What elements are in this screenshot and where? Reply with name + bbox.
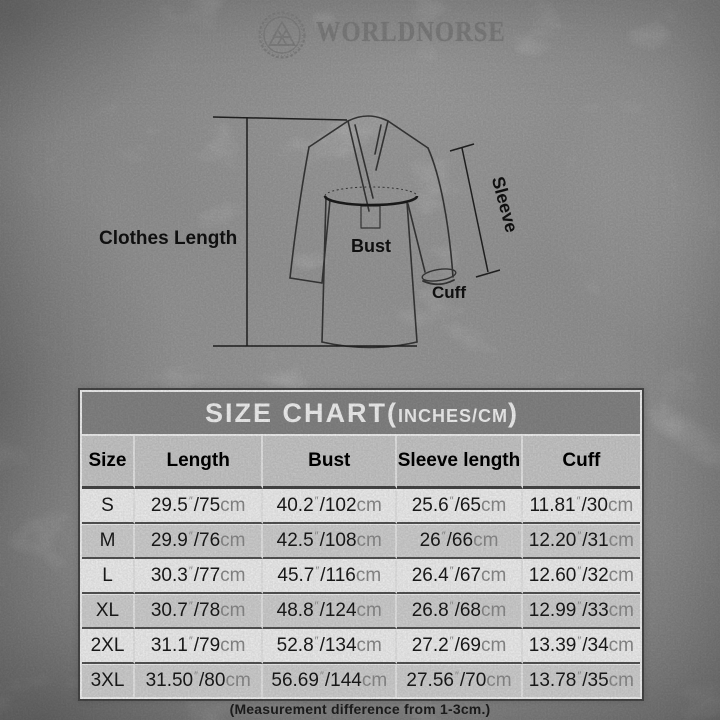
- measurement-cell: 26″/66cm: [397, 524, 523, 559]
- measurement-cell: 12.60″/32cm: [522, 559, 640, 594]
- measurement-cell: 30.7″/78cm: [135, 594, 264, 629]
- size-chart-title: SIZE CHART(INCHES/CM): [82, 392, 640, 434]
- column-header-length: Length: [135, 436, 264, 489]
- size-chart-title-main: SIZE CHART(: [204, 398, 398, 428]
- measurement-cell: 27.2″/69cm: [397, 629, 523, 664]
- measurement-cell: 29.9″/76cm: [135, 524, 264, 559]
- size-cell: L: [82, 559, 135, 594]
- robe-outline-icon: [289, 115, 457, 349]
- measurement-cell: 30.3″/77cm: [135, 559, 264, 594]
- size-cell: 2XL: [82, 629, 135, 664]
- measurement-cell: 40.2″/102cm: [263, 489, 398, 524]
- clothes-length-line-icon: [212, 116, 417, 347]
- measurement-cell: 42.5″/108cm: [263, 524, 398, 559]
- measurement-cell: 31.1″/79cm: [135, 629, 264, 664]
- clothes-length-label: Clothes Length: [99, 228, 237, 249]
- measurement-note: (Measurement difference from 1-3cm.): [229, 701, 491, 717]
- measurement-cell: 12.20″/31cm: [522, 524, 640, 559]
- size-chart-table: Size Length Bust Sleeve length Cuff S 29.5″/7…: [82, 436, 640, 697]
- measurement-cell: 29.5″/75cm: [135, 489, 264, 524]
- measurement-cell: 13.39″/34cm: [522, 629, 640, 664]
- measurement-cell: 31.50″/80cm: [135, 664, 264, 697]
- size-cell: 3XL: [82, 664, 135, 697]
- table-row-2xl: 2XL 31.1″/79cm 52.8″/134cm 27.2″/69cm 13.39″…: [82, 629, 640, 664]
- table-row-l: L 30.3″/77cm 45.7″/116cm 26.4″/67cm 12.60″/3…: [82, 559, 640, 594]
- table-row-3xl: 3XL 31.50″/80cm 56.69″/144cm 27.56″/70cm 13.…: [82, 664, 640, 697]
- measurement-cell: 13.78″/35cm: [522, 664, 640, 697]
- worldnorse-logo-icon: [258, 11, 306, 59]
- sleeve-label: Sleeve: [488, 174, 522, 234]
- table-row-s: S 29.5″/75cm 40.2″/102cm 25.6″/65cm 11.81″/3…: [82, 489, 640, 524]
- size-chart-body: S 29.5″/75cm 40.2″/102cm 25.6″/65cm 11.81″/3…: [82, 489, 640, 697]
- cuff-label: Cuff: [432, 283, 466, 302]
- table-row-xl: XL 30.7″/78cm 48.8″/124cm 26.8″/68cm 12.99″/…: [82, 594, 640, 629]
- table-row-m: M 29.9″/76cm 42.5″/108cm 26″/66cm 12.20″/31c…: [82, 524, 640, 559]
- measurement-cell: 25.6″/65cm: [397, 489, 523, 524]
- size-cell: M: [82, 524, 135, 559]
- column-header-cuff: Cuff: [522, 436, 640, 489]
- size-chart-panel: SIZE CHART(INCHES/CM) Size Length Bust Slee…: [78, 388, 644, 701]
- brand-name: WORLDNORSE: [316, 17, 506, 48]
- measurement-cell: 12.99″/33cm: [522, 594, 640, 629]
- valknut-icon: [268, 20, 296, 46]
- robe-measurement-diagram: Clothes Length Bust Cuff Sleeve: [99, 115, 522, 349]
- size-chart-title-close: ): [508, 398, 517, 428]
- measurement-cell: 27.56″/70cm: [397, 664, 523, 697]
- column-header-sleeve-length: Sleeve length: [397, 436, 523, 489]
- size-cell: S: [82, 489, 135, 524]
- measurement-cell: 26.4″/67cm: [397, 559, 523, 594]
- measurement-cell: 52.8″/134cm: [263, 629, 398, 664]
- size-chart-header-row: Size Length Bust Sleeve length Cuff: [82, 436, 640, 489]
- sleeve-line-icon: [449, 143, 501, 278]
- column-header-size: Size: [82, 436, 135, 489]
- measurement-cell: 56.69″/144cm: [263, 664, 398, 697]
- measurement-cell: 48.8″/124cm: [263, 594, 398, 629]
- size-cell: XL: [82, 594, 135, 629]
- size-chart-title-units: INCHES/CM: [397, 406, 508, 426]
- column-header-bust: Bust: [263, 436, 398, 489]
- measurement-cell: 26.8″/68cm: [397, 594, 523, 629]
- measurement-cell: 45.7″/116cm: [263, 559, 398, 594]
- bust-label: Bust: [351, 236, 391, 256]
- measurement-cell: 11.81″/30cm: [522, 489, 640, 524]
